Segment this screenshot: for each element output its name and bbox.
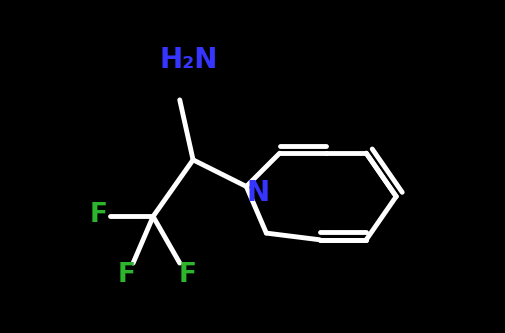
Text: F: F (117, 262, 135, 288)
Text: N: N (246, 179, 269, 207)
Text: F: F (179, 262, 196, 288)
Text: H₂N: H₂N (160, 46, 218, 74)
Text: F: F (89, 202, 107, 228)
